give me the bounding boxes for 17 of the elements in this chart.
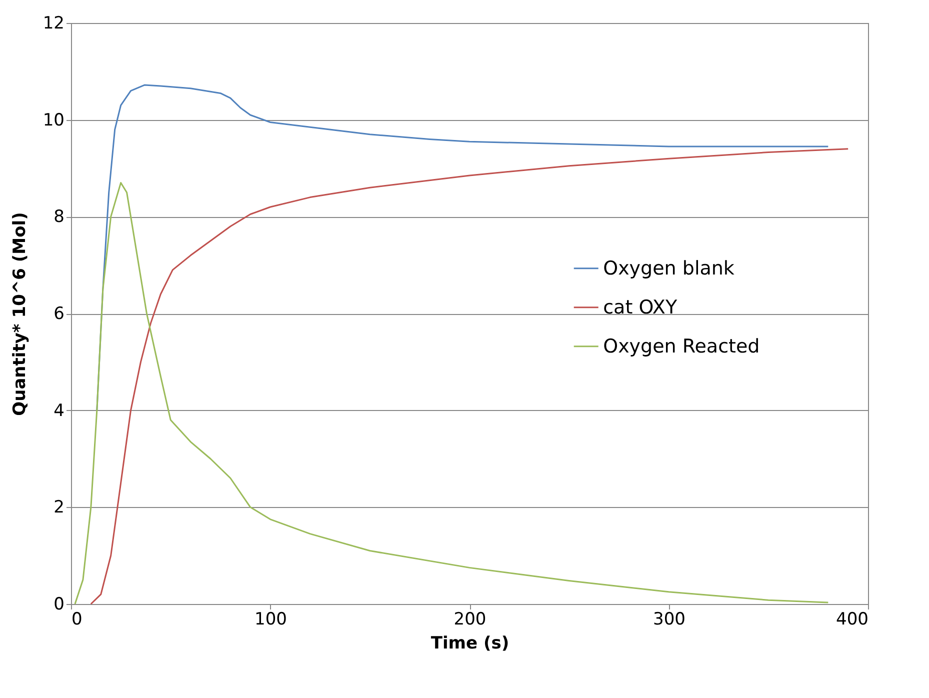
y-tick-label: 4 xyxy=(54,400,64,421)
x-tick-label: 0 xyxy=(72,610,82,630)
y-axis-title: Quantity* 10^6 (Mol) xyxy=(10,212,30,416)
y-tick-label: 10 xyxy=(42,110,64,130)
x-tick-label: 200 xyxy=(454,610,486,630)
y-tick-label: 2 xyxy=(54,498,64,518)
x-axis-title: Time (s) xyxy=(430,634,510,654)
legend-label: cat OXY xyxy=(603,296,678,318)
x-tick-label: 300 xyxy=(653,610,686,630)
y-tick-label: 0 xyxy=(54,594,64,614)
legend-label: Oxygen Reacted xyxy=(603,335,760,358)
y-tick-label: 6 xyxy=(54,304,64,324)
x-tick-label: 400 xyxy=(836,610,868,630)
y-tick-label: 8 xyxy=(54,207,64,228)
x-tick-label: 100 xyxy=(254,610,287,630)
legend-label: Oxygen blank xyxy=(603,257,734,280)
y-tick-label: 12 xyxy=(42,14,64,34)
